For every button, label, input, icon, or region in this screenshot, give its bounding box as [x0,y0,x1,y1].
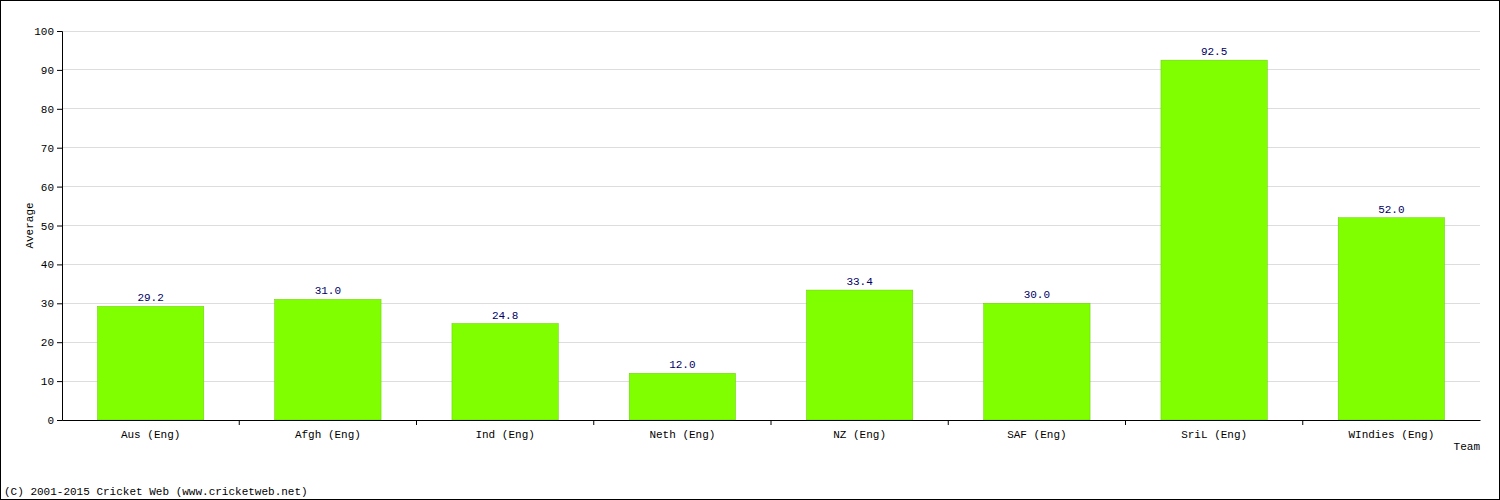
y-axis-line [57,32,63,421]
bar [806,290,912,420]
y-tick-mark [57,187,62,188]
y-tick: 40 [41,259,62,271]
y-tick-mark [57,70,62,71]
plot: 29.2 31.0 24.8 12.0 33.4 30.0 92.5 52.0 0 10 20 30 4… [34,26,1480,441]
y-tick: 0 [47,415,62,427]
y-tick-label: 70 [41,143,54,155]
band-separator [948,420,949,425]
y-tick-label: 50 [41,221,54,233]
y-axis-title: Average [24,202,36,248]
y-tick: 60 [41,182,62,194]
chart: 29.2 31.0 24.8 12.0 33.4 30.0 92.5 52.0 0 10 20 30 4… [0,0,1500,500]
bar [452,324,558,420]
y-tick-mark [57,148,62,149]
y-tick: 100 [34,26,62,38]
x-tick-label: Afgh (Eng) [295,429,361,441]
x-tick-label: Ind (Eng) [475,429,534,441]
data-label: 33.4 [846,276,873,288]
y-tick-label: 0 [47,415,54,427]
bar [984,303,1090,420]
band-separators [239,420,1303,425]
y-tick-mark [57,264,62,265]
y-tick: 80 [41,104,62,116]
y-tick-mark [57,342,62,343]
band-separator [239,420,240,425]
bars [97,60,1444,420]
x-tick-label: WIndies (Eng) [1348,429,1434,441]
y-tick-mark [57,420,62,421]
x-tick-label: Aus (Eng) [121,429,180,441]
y-tick-mark [57,303,62,304]
y-tick: 70 [41,143,62,155]
grid-line [62,31,1480,32]
y-tick: 10 [41,376,62,388]
y-tick-label: 100 [34,26,54,38]
y-tick-mark [57,109,62,110]
y-tick-label: 60 [41,182,54,194]
y-tick-mark [57,31,62,32]
data-label: 92.5 [1201,46,1227,58]
data-label: 31.0 [315,285,341,297]
x-tick-label: NZ (Eng) [833,429,886,441]
band-separator [1125,420,1126,425]
band-separator [593,420,594,425]
annotation: (C) 2001-2015 Cricket Web (www.cricketwe… [4,486,308,498]
band-separator [416,420,417,425]
y-tick-label: 80 [41,104,54,116]
x-tick-label: SAF (Eng) [1007,429,1066,441]
x-tick: Aus (Eng) [121,429,180,441]
y-tick-mark [57,226,62,227]
x-tick: Neth (Eng) [649,429,715,441]
annotations: (C) 2001-2015 Cricket Web (www.cricketwe… [4,486,308,498]
x-tick: SAF (Eng) [1007,429,1066,441]
y-tick: 30 [41,298,62,310]
bar [97,306,203,420]
grid [62,31,1480,420]
y-tick-label: 20 [41,337,54,349]
band-separator [1302,420,1303,425]
y-tick: 90 [41,65,62,77]
y-tick-label: 10 [41,376,54,388]
y-tick-label: 30 [41,298,54,310]
data-label: 52.0 [1378,204,1404,216]
bar [275,299,381,420]
data-label: 30.0 [1024,289,1050,301]
y-axis: 0 10 20 30 40 50 60 70 80 90 100 [34,26,62,427]
x-tick-label: SriL (Eng) [1181,429,1247,441]
bar [1161,60,1267,420]
y-tick: 50 [41,221,62,233]
data-label: 12.0 [669,359,695,371]
y-tick: 20 [41,337,62,349]
x-tick: Afgh (Eng) [295,429,361,441]
x-tick: Ind (Eng) [475,429,534,441]
x-tick: WIndies (Eng) [1348,429,1434,441]
x-tick: SriL (Eng) [1181,429,1247,441]
y-tick-label: 90 [41,65,54,77]
x-tick-label: Neth (Eng) [649,429,715,441]
bar [629,373,735,420]
data-labels: 29.2 31.0 24.8 12.0 33.4 30.0 92.5 52.0 [137,46,1404,371]
x-axis-title: Team [1454,441,1481,453]
data-label: 24.8 [492,310,518,322]
x-axis: Aus (Eng) Afgh (Eng) Ind (Eng) Neth (Eng) NZ… [63,420,1481,441]
data-label: 29.2 [137,292,163,304]
y-tick-label: 40 [41,259,54,271]
frame [1,1,1500,500]
band-separator [771,420,772,425]
bar [1338,218,1444,420]
x-tick: NZ (Eng) [833,429,886,441]
y-tick-mark [57,381,62,382]
